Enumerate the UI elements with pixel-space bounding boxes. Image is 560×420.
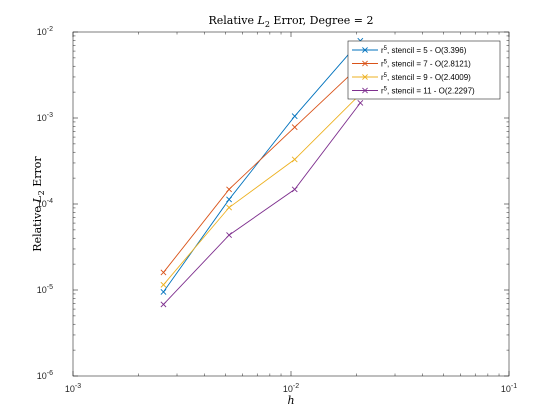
legend-label: r5, stencil = 5 - O(3.396) (381, 46, 467, 55)
y-tick-label-exponent: -5 (47, 284, 53, 291)
y-axis-label-prefix: Relative (31, 203, 44, 252)
y-tick-label-base: 10 (37, 27, 47, 37)
legend: r5, stencil = 5 - O(3.396) r5, stencil = … (348, 41, 500, 99)
y-tick-label-exponent: -3 (47, 112, 53, 119)
y-tick-label-base: 10 (37, 371, 47, 381)
y-tick-label: 10-6 (37, 370, 53, 381)
x-axis-label: h (287, 394, 294, 407)
legend-label: r5, stencil = 7 - O(2.8121) (381, 60, 471, 69)
y-tick-label: 10-3 (37, 112, 53, 123)
x-tick-label-exponent: -2 (293, 383, 299, 390)
chart-title: Relative L2 Error, Degree = 2 (208, 14, 373, 29)
chart-title-symbol: L (257, 14, 265, 27)
y-axis-label-symbol: L (31, 195, 44, 203)
y-tick-label-exponent: -4 (47, 198, 53, 205)
y-tick-label: 10-5 (37, 284, 53, 295)
y-tick-label-exponent: -6 (47, 370, 53, 377)
x-tick-label: 10-1 (501, 383, 517, 394)
chart-title-prefix: Relative (208, 14, 257, 27)
y-axis-label: Relative L2 Error (31, 156, 46, 252)
legend-label: r5, stencil = 11 - O(2.2297) (381, 87, 475, 96)
x-tick-label: 10-2 (283, 383, 299, 394)
y-tick-label-exponent: -2 (47, 26, 53, 33)
legend-label: r5, stencil = 9 - O(2.4009) (381, 73, 471, 82)
x-tick-label-exponent: -1 (511, 383, 517, 390)
y-axis-label-suffix: Error (31, 156, 44, 191)
x-tick-label-base: 10 (65, 384, 75, 394)
legend-label-text: , stencil = 5 - O(3.396) (387, 46, 467, 55)
x-tick-label-base: 10 (501, 384, 511, 394)
chart-title-suffix: Error, Degree = 2 (270, 14, 374, 27)
x-tick-label-base: 10 (283, 384, 293, 394)
x-tick-label-exponent: -3 (75, 383, 81, 390)
legend-label-text: , stencil = 9 - O(2.4009) (387, 73, 471, 82)
y-tick-label-base: 10 (37, 285, 47, 295)
legend-label-text: , stencil = 7 - O(2.8121) (387, 60, 471, 69)
x-tick-label: 10-3 (65, 383, 81, 394)
legend-label-text: , stencil = 11 - O(2.2297) (387, 87, 475, 96)
y-tick-label-base: 10 (37, 113, 47, 123)
y-tick-label: 10-2 (37, 26, 53, 37)
